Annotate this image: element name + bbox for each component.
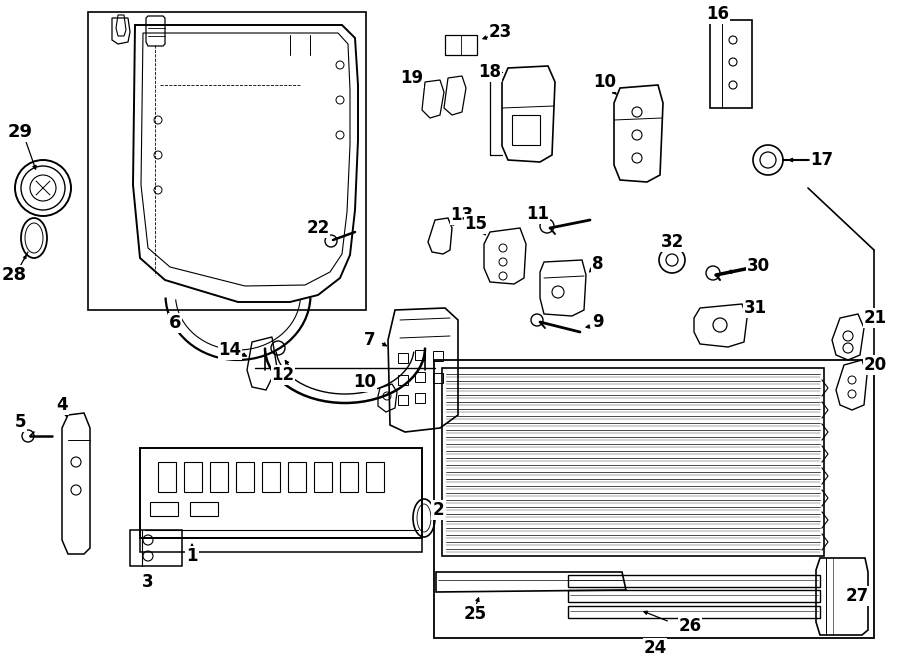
- Text: 25: 25: [464, 605, 487, 623]
- Bar: [88, 12, 366, 310]
- Text: 21: 21: [863, 309, 886, 327]
- Bar: [150, 502, 178, 516]
- Bar: [184, 462, 202, 492]
- Bar: [190, 502, 218, 516]
- Bar: [512, 115, 540, 145]
- Text: 10: 10: [593, 73, 616, 91]
- Bar: [442, 368, 824, 556]
- Bar: [415, 350, 425, 360]
- Text: 8: 8: [592, 255, 604, 273]
- Text: 9: 9: [592, 313, 604, 331]
- Bar: [130, 530, 182, 566]
- Bar: [434, 360, 874, 638]
- Bar: [398, 353, 408, 363]
- Text: 29: 29: [7, 123, 32, 141]
- Text: 26: 26: [679, 617, 702, 635]
- Text: 2: 2: [432, 501, 444, 519]
- Bar: [433, 373, 443, 383]
- Bar: [140, 538, 422, 552]
- Text: 11: 11: [526, 205, 550, 223]
- Bar: [314, 462, 332, 492]
- Text: 16: 16: [706, 5, 730, 23]
- Text: 3: 3: [142, 573, 154, 591]
- Bar: [158, 462, 176, 492]
- Text: 1: 1: [186, 547, 198, 565]
- Bar: [568, 575, 820, 587]
- Text: 10: 10: [354, 373, 376, 391]
- Text: 14: 14: [219, 341, 241, 359]
- Text: 32: 32: [661, 233, 684, 251]
- Bar: [445, 35, 477, 55]
- Bar: [236, 462, 254, 492]
- Bar: [262, 462, 280, 492]
- Text: 12: 12: [272, 366, 294, 384]
- Text: 24: 24: [644, 639, 667, 657]
- Text: 27: 27: [845, 587, 868, 605]
- Bar: [415, 372, 425, 382]
- Bar: [366, 462, 384, 492]
- Text: 22: 22: [306, 219, 329, 237]
- Text: 7: 7: [364, 331, 376, 349]
- Text: 20: 20: [863, 356, 886, 374]
- Bar: [210, 462, 228, 492]
- Text: 23: 23: [489, 23, 511, 41]
- Text: 15: 15: [464, 215, 488, 233]
- Text: 4: 4: [56, 396, 68, 414]
- Text: 19: 19: [400, 69, 424, 87]
- Bar: [398, 375, 408, 385]
- Bar: [415, 393, 425, 403]
- Bar: [568, 606, 820, 618]
- Bar: [398, 395, 408, 405]
- Bar: [140, 448, 422, 538]
- Text: 17: 17: [810, 151, 833, 169]
- Bar: [433, 351, 443, 361]
- Text: 18: 18: [479, 63, 501, 81]
- Text: 30: 30: [746, 257, 769, 275]
- Text: 28: 28: [2, 266, 27, 284]
- Bar: [288, 462, 306, 492]
- Bar: [340, 462, 358, 492]
- Text: 31: 31: [743, 299, 767, 317]
- Text: 13: 13: [450, 206, 473, 224]
- Text: 6: 6: [169, 314, 181, 332]
- Text: 5: 5: [14, 413, 26, 431]
- Bar: [710, 20, 752, 108]
- Bar: [568, 590, 820, 602]
